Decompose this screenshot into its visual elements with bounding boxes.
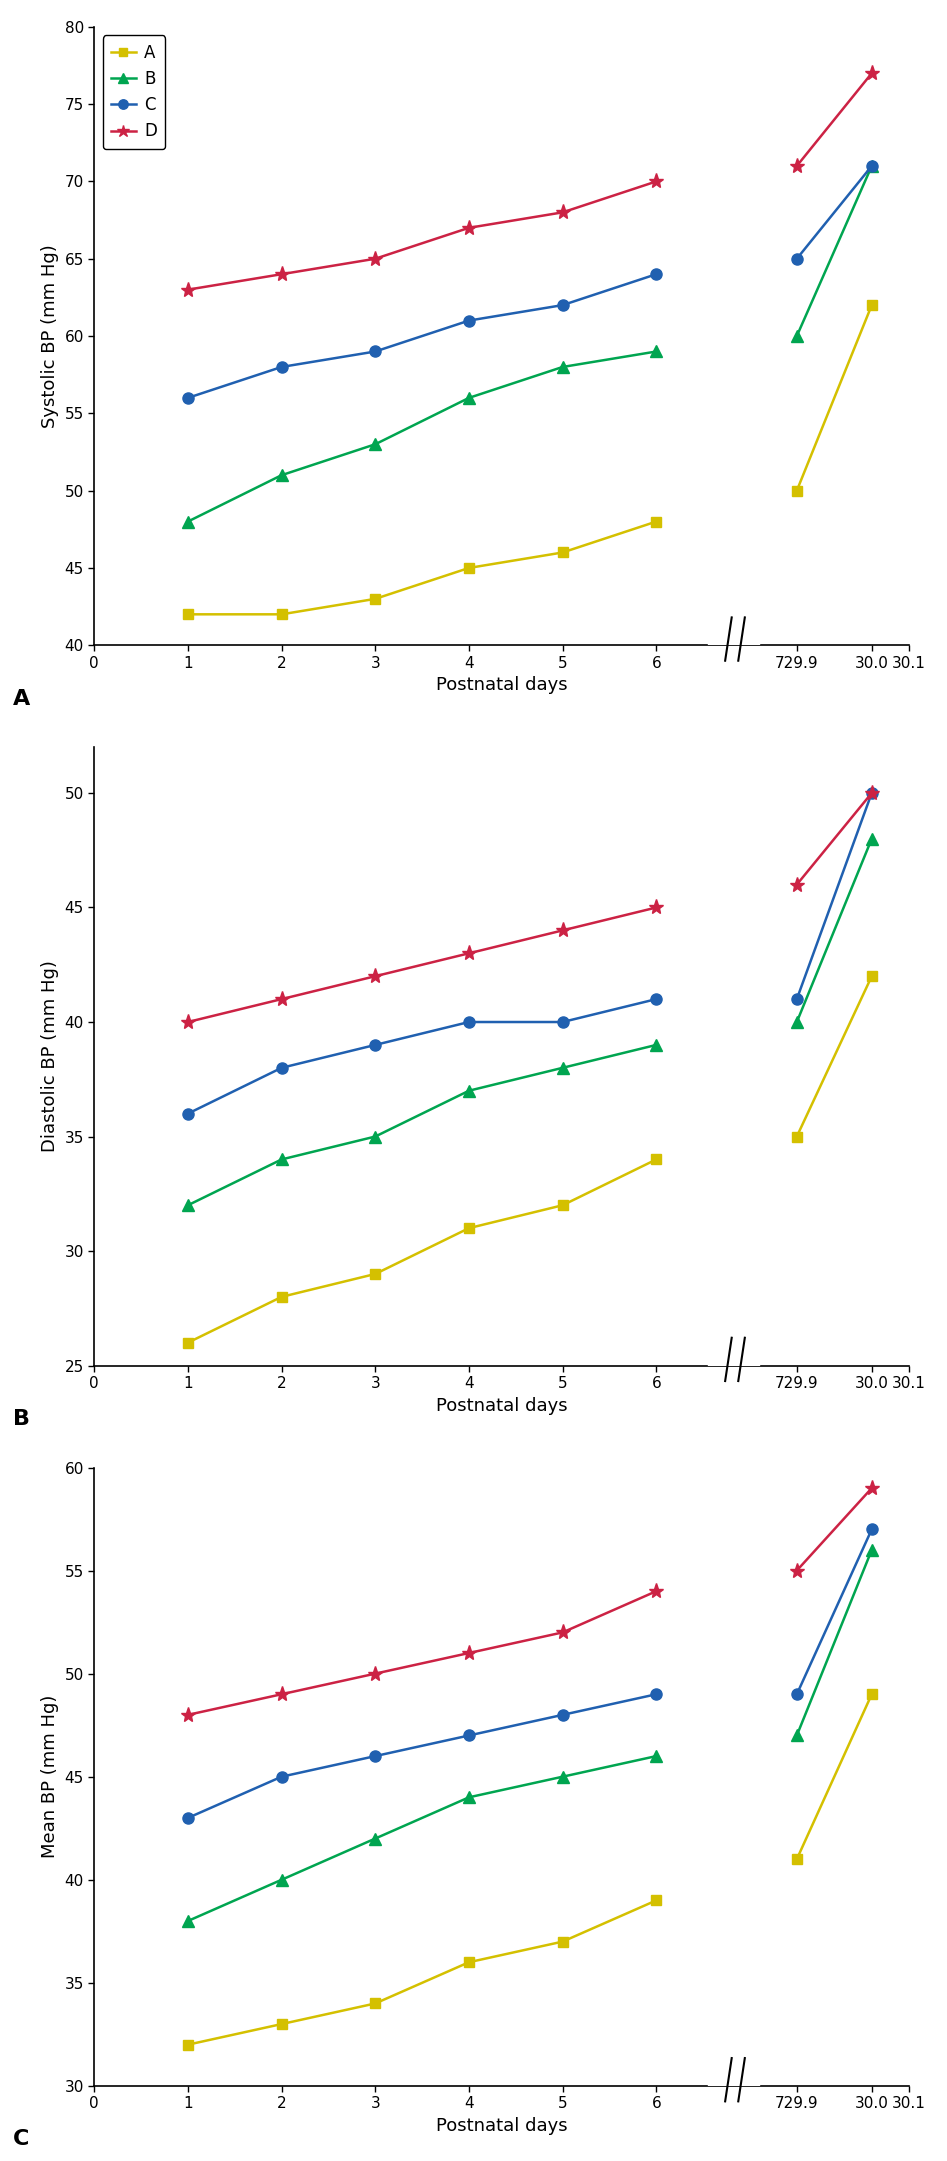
X-axis label: Postnatal days: Postnatal days — [436, 676, 567, 694]
Legend: A, B, C, D: A, B, C, D — [102, 35, 166, 149]
Text: C: C — [12, 2129, 29, 2150]
Y-axis label: Mean BP (mm Hg): Mean BP (mm Hg) — [41, 1694, 59, 1858]
X-axis label: Postnatal days: Postnatal days — [436, 1396, 567, 1415]
Text: B: B — [12, 1409, 29, 1428]
Y-axis label: Systolic BP (mm Hg): Systolic BP (mm Hg) — [41, 244, 59, 428]
X-axis label: Postnatal days: Postnatal days — [436, 2118, 567, 2135]
Text: A: A — [12, 689, 30, 709]
Bar — [707, 655, 759, 1459]
Bar — [707, 0, 759, 739]
Bar — [707, 1374, 759, 2161]
Y-axis label: Diastolic BP (mm Hg): Diastolic BP (mm Hg) — [41, 959, 59, 1152]
